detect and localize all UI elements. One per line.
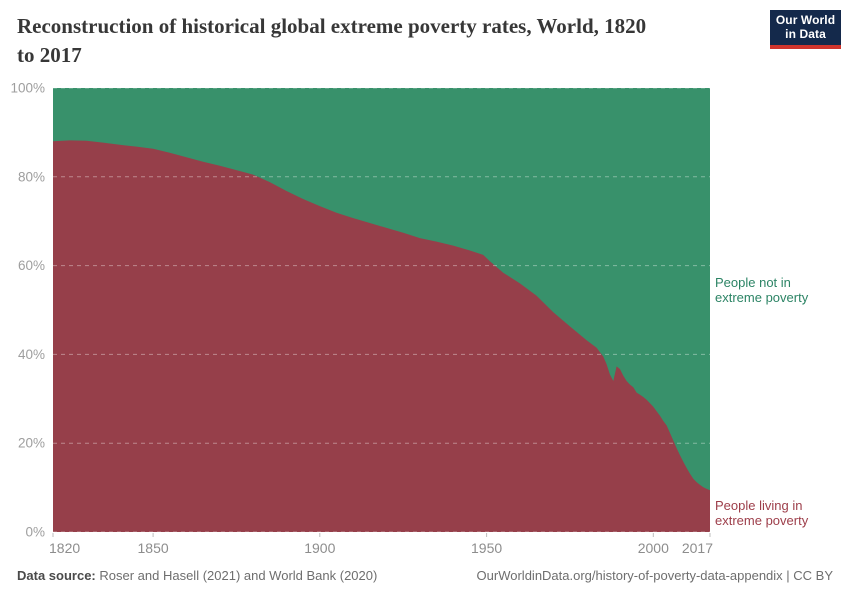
- page-title-line2: to 2017: [17, 43, 82, 67]
- x-axis-tick-label: 1850: [138, 540, 169, 556]
- header: Reconstruction of historical global extr…: [17, 12, 762, 70]
- x-axis-tick-label: 1950: [471, 540, 502, 556]
- owid-logo-line1: Our World: [775, 13, 836, 27]
- x-axis-tick-label: 1820: [49, 540, 80, 556]
- y-axis-tick-label: 80%: [18, 169, 45, 184]
- legend-label-living-in-extreme-poverty[interactable]: People living in extreme poverty: [715, 498, 809, 528]
- footer: Data source: Roser and Hasell (2021) and…: [17, 568, 833, 583]
- x-axis-tick-label: 2000: [638, 540, 669, 556]
- page-title-line1: Reconstruction of historical global extr…: [17, 14, 647, 38]
- y-axis-tick-label: 40%: [18, 347, 45, 362]
- page-title: Reconstruction of historical global extr…: [17, 12, 762, 70]
- x-axis-tick-label: 2017: [682, 540, 713, 556]
- y-axis-tick-label: 20%: [18, 436, 45, 451]
- y-axis-tick-label: 100%: [10, 81, 45, 96]
- data-source-text: Roser and Hasell (2021) and World Bank (…: [95, 568, 378, 583]
- data-source-note: Data source: Roser and Hasell (2021) and…: [17, 568, 377, 583]
- owid-logo-line2: in Data: [785, 26, 826, 41]
- footer-link[interactable]: OurWorldinData.org/history-of-poverty-da…: [476, 568, 833, 583]
- legend-label-not-in-extreme-poverty[interactable]: People not in extreme poverty: [715, 275, 809, 305]
- data-source-label: Data source:: [17, 568, 96, 583]
- x-axis-tick-label: 1900: [304, 540, 335, 556]
- y-axis-tick-label: 60%: [18, 258, 45, 273]
- area-people-living-in-extreme-poverty[interactable]: [53, 140, 710, 532]
- y-axis-tick-label: 0%: [25, 525, 45, 540]
- owid-logo[interactable]: Our World in Data: [770, 10, 841, 49]
